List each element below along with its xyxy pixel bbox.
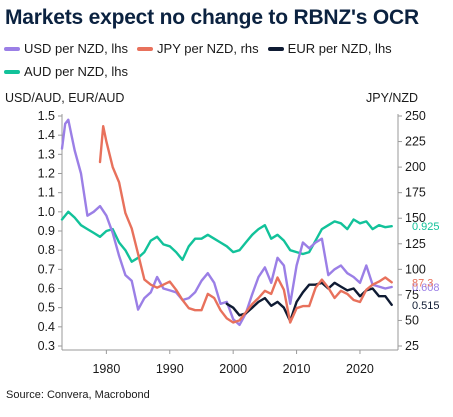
left-tick-label: 1.3 — [38, 147, 55, 161]
series-layer — [60, 118, 393, 327]
left-tick-label: 0.4 — [38, 320, 55, 334]
legend-label-aud: AUD per NZD, lhs — [24, 64, 129, 79]
legend-swatch-eur — [267, 46, 284, 51]
right-tick-label: 75 — [405, 288, 419, 302]
series-end-label-1: 0.925 — [412, 221, 440, 233]
series-line-2 — [60, 118, 393, 327]
left-tick-label: 1.5 — [38, 109, 55, 123]
left-axis-title: USD/AUD, EUR/AUD — [5, 91, 125, 105]
series-end-label-3: 0.515 — [412, 300, 440, 312]
legend-label-usd: USD per NZD, lhs — [24, 41, 129, 56]
left-tick-label: 0.5 — [38, 301, 55, 315]
left-tick-label: 1.4 — [38, 128, 55, 142]
series-line-1 — [60, 210, 393, 263]
right-tick-label: 50 — [405, 313, 419, 327]
legend-row: AUD per NZD, lhs — [4, 60, 444, 83]
right-tick-label: 250 — [405, 109, 426, 123]
x-tick-label: 1980 — [92, 362, 120, 376]
left-tick-label: 0.8 — [38, 243, 55, 257]
right-tick-label: 175 — [405, 186, 426, 200]
source-note: Source: Convera, Macrobond — [6, 389, 150, 401]
series-line-4 — [98, 125, 393, 324]
left-tick-label: 1.0 — [38, 205, 55, 219]
right-tick-label: 200 — [405, 160, 426, 174]
left-tick-label: 0.6 — [38, 282, 55, 296]
legend-item-aud: AUD per NZD, lhs — [4, 64, 128, 79]
legend-swatch-aud — [4, 69, 20, 74]
chart-legend: USD per NZD, lhs JPY per NZD, rhs EUR pe… — [4, 37, 444, 83]
left-tick-label: 0.9 — [38, 224, 55, 238]
legend-item-usd: USD per NZD, lhs — [4, 41, 128, 56]
axes-layer: 1.5 1.4 1.3 1.2 1.1 1.0 0.9 0.8 0.7 0.6 0.5 0.4 0.3 2… — [38, 109, 426, 376]
legend-label-jpy: JPY per NZD, rhs — [157, 41, 259, 56]
x-tick-label: 2000 — [219, 362, 247, 376]
left-tick-label: 1.1 — [38, 186, 55, 200]
legend-item-eur: EUR per NZD, lhs — [267, 41, 392, 56]
right-tick-label: 225 — [405, 135, 426, 149]
legend-item-jpy: JPY per NZD, rhs — [137, 41, 259, 56]
left-tick-label: 0.3 — [38, 339, 55, 353]
x-tick-label: 1990 — [156, 362, 184, 376]
legend-label-eur: EUR per NZD, lhs — [287, 41, 392, 56]
label-layer: 0.925 0.608 0.515 87.3 — [412, 221, 440, 312]
chart-title: Markets expect no change to RBNZ's OCR — [5, 6, 419, 29]
x-tick-label: 2010 — [283, 362, 311, 376]
x-tick-label: 2020 — [346, 362, 374, 376]
right-axis-title: JPY/NZD — [366, 91, 419, 105]
left-tick-label: 0.7 — [38, 262, 55, 276]
right-tick-label: 25 — [405, 339, 419, 353]
right-tick-label: 150 — [405, 211, 426, 225]
left-tick-label: 1.2 — [38, 167, 55, 181]
legend-row: USD per NZD, lhs JPY per NZD, rhs EUR pe… — [4, 37, 444, 60]
right-tick-label: 100 — [405, 262, 426, 276]
legend-swatch-usd — [4, 46, 20, 51]
series-end-label-2: 0.608 — [412, 282, 440, 294]
right-tick-label: 125 — [405, 237, 426, 251]
legend-swatch-jpy — [137, 46, 154, 51]
series-end-label-4: 87.3 — [412, 277, 433, 289]
